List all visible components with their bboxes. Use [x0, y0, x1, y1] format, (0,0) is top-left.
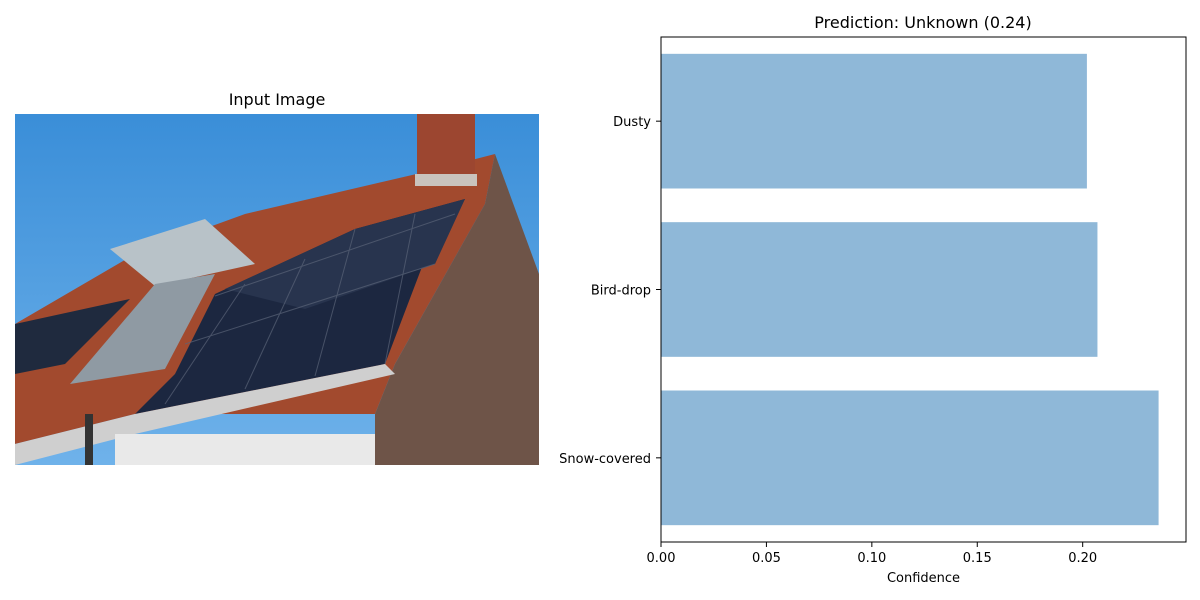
y-tick-label: Dusty [613, 115, 651, 130]
chart-title: Prediction: Unknown (0.24) [814, 13, 1032, 32]
input-image [15, 114, 539, 465]
x-tick-label: 0.00 [647, 551, 676, 566]
x-axis-label: Confidence [887, 571, 960, 586]
y-tick-label: Snow-covered [559, 452, 651, 467]
input-image-title: Input Image [228, 90, 326, 109]
x-tick-label: 0.15 [963, 551, 992, 566]
x-tick-label: 0.20 [1068, 551, 1097, 566]
bar-bird-drop [661, 222, 1098, 357]
x-tick-label: 0.10 [857, 551, 886, 566]
plot-frame [660, 36, 1187, 543]
x-tick-label: 0.05 [752, 551, 781, 566]
y-tick-label: Bird-drop [591, 284, 651, 299]
solar-panel-roof-photo [15, 114, 539, 465]
bar-dusty [661, 53, 1087, 189]
bar-snow-covered [661, 390, 1159, 526]
